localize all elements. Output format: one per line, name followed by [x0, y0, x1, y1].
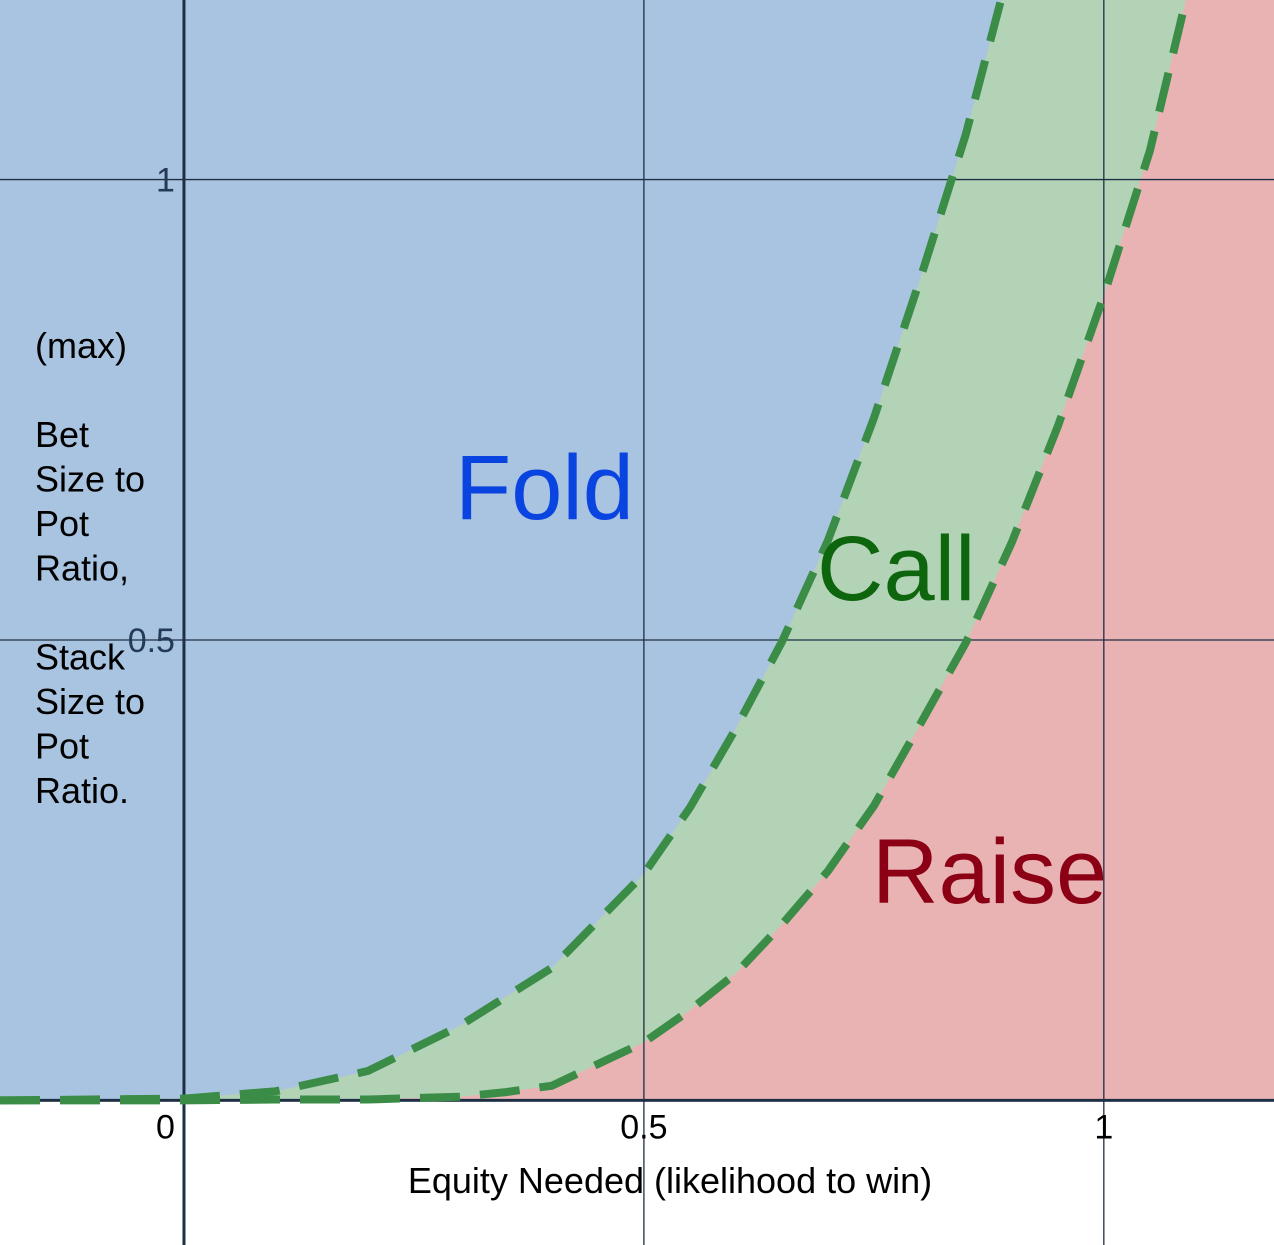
y-axis-label-line: Stack — [35, 637, 126, 678]
x-tick-label: 1 — [1094, 1108, 1113, 1146]
lower-boundary-line — [0, 0, 1191, 1105]
y-axis-label-line: Pot — [35, 503, 89, 544]
y-axis-label-line: Ratio, — [35, 548, 129, 589]
axis-label-area — [0, 1101, 1274, 1245]
call-label: Call — [817, 518, 975, 620]
fold-label: Fold — [455, 437, 634, 539]
fold-region — [0, 0, 1001, 1101]
y-axis-label-line: (max) — [35, 325, 127, 366]
x-tick-label: 0 — [156, 1108, 175, 1146]
y-axis-label-line: Ratio. — [35, 770, 129, 811]
y-axis-label-line: Size to — [35, 681, 145, 722]
raise-label: Raise — [872, 821, 1107, 923]
y-tick-label: 0.5 — [128, 622, 175, 660]
y-axis-label-line: Size to — [35, 459, 145, 500]
y-axis-label-line: Bet — [35, 414, 89, 455]
x-axis-label: Equity Needed (likelihood to win) — [408, 1160, 932, 1201]
tick-labels: 0 0.5 1 0.5 1 — [128, 162, 1114, 1147]
x-tick-label: 0.5 — [620, 1108, 667, 1146]
y-axis-label-line: Pot — [35, 726, 89, 767]
upper-boundary-line — [0, 0, 1006, 1105]
y-tick-label: 1 — [156, 162, 175, 200]
call-region — [0, 0, 1186, 1101]
